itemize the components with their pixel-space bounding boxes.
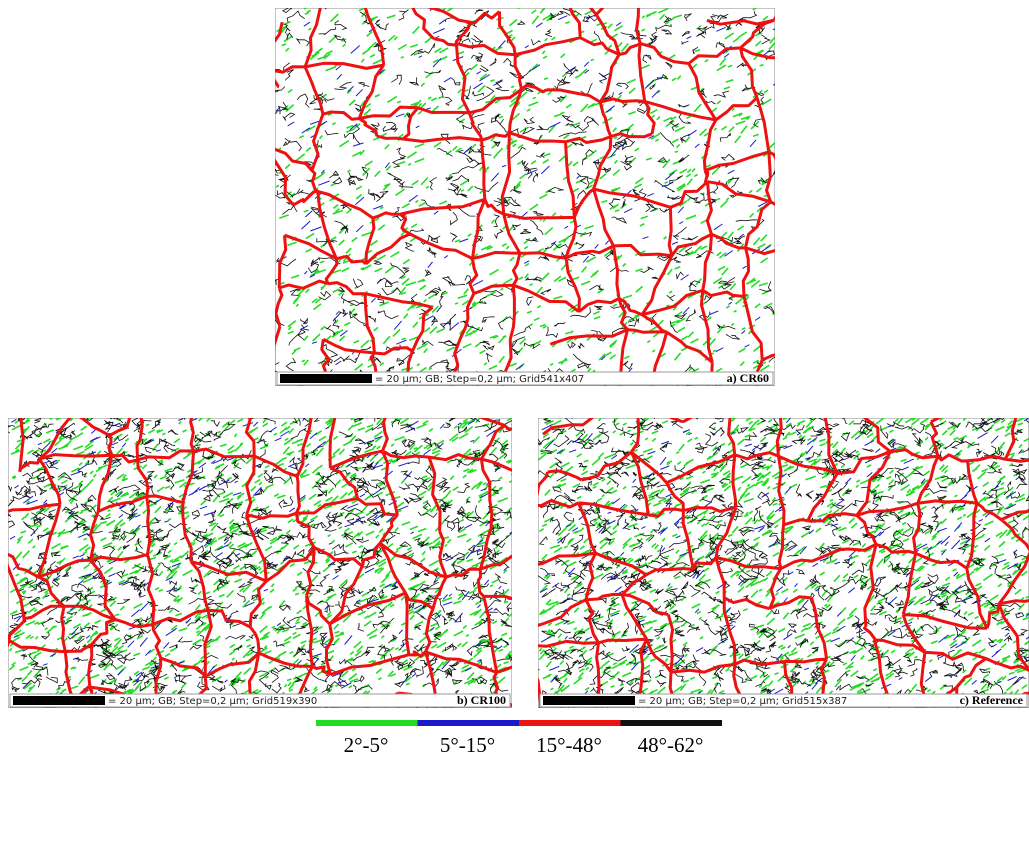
- scale-text: = 20 µm; GB; Step=0,2 µm; Grid515x387: [638, 696, 847, 707]
- legend-label: 5°-15°: [440, 733, 495, 757]
- legend-swatch: [418, 720, 520, 726]
- panel-label: b) CR100: [457, 693, 506, 707]
- panel-label: c) Reference: [960, 693, 1024, 707]
- scale-bar: [13, 696, 105, 705]
- scale-bar: [543, 696, 635, 705]
- legend-label: 15°-48°: [536, 733, 602, 757]
- scale-text: = 20 µm; GB; Step=0,2 µm; Grid541x407: [375, 374, 584, 385]
- legend-label: 48°-62°: [638, 733, 704, 757]
- ebsd-map: = 20 µm; GB; Step=0,2 µm; Grid519x390 b) …: [0, 401, 558, 772]
- legend-swatch: [316, 720, 418, 726]
- ebsd-map: = 20 µm; GB; Step=0,2 µm; Grid541x407 a) …: [262, 0, 821, 408]
- ebsd-map: = 20 µm; GB; Step=0,2 µm; Grid515x387 c) …: [519, 399, 1029, 773]
- legend-swatch: [519, 720, 621, 726]
- scale-text: = 20 µm; GB; Step=0,2 µm; Grid519x390: [108, 696, 317, 707]
- figure: = 20 µm; GB; Step=0,2 µm; Grid541x407 a) …: [0, 0, 1029, 868]
- legend-label: 2°-5°: [344, 733, 389, 757]
- panel-label: a) CR60: [727, 371, 769, 385]
- legend-swatch: [621, 720, 723, 726]
- scale-bar: [280, 374, 372, 383]
